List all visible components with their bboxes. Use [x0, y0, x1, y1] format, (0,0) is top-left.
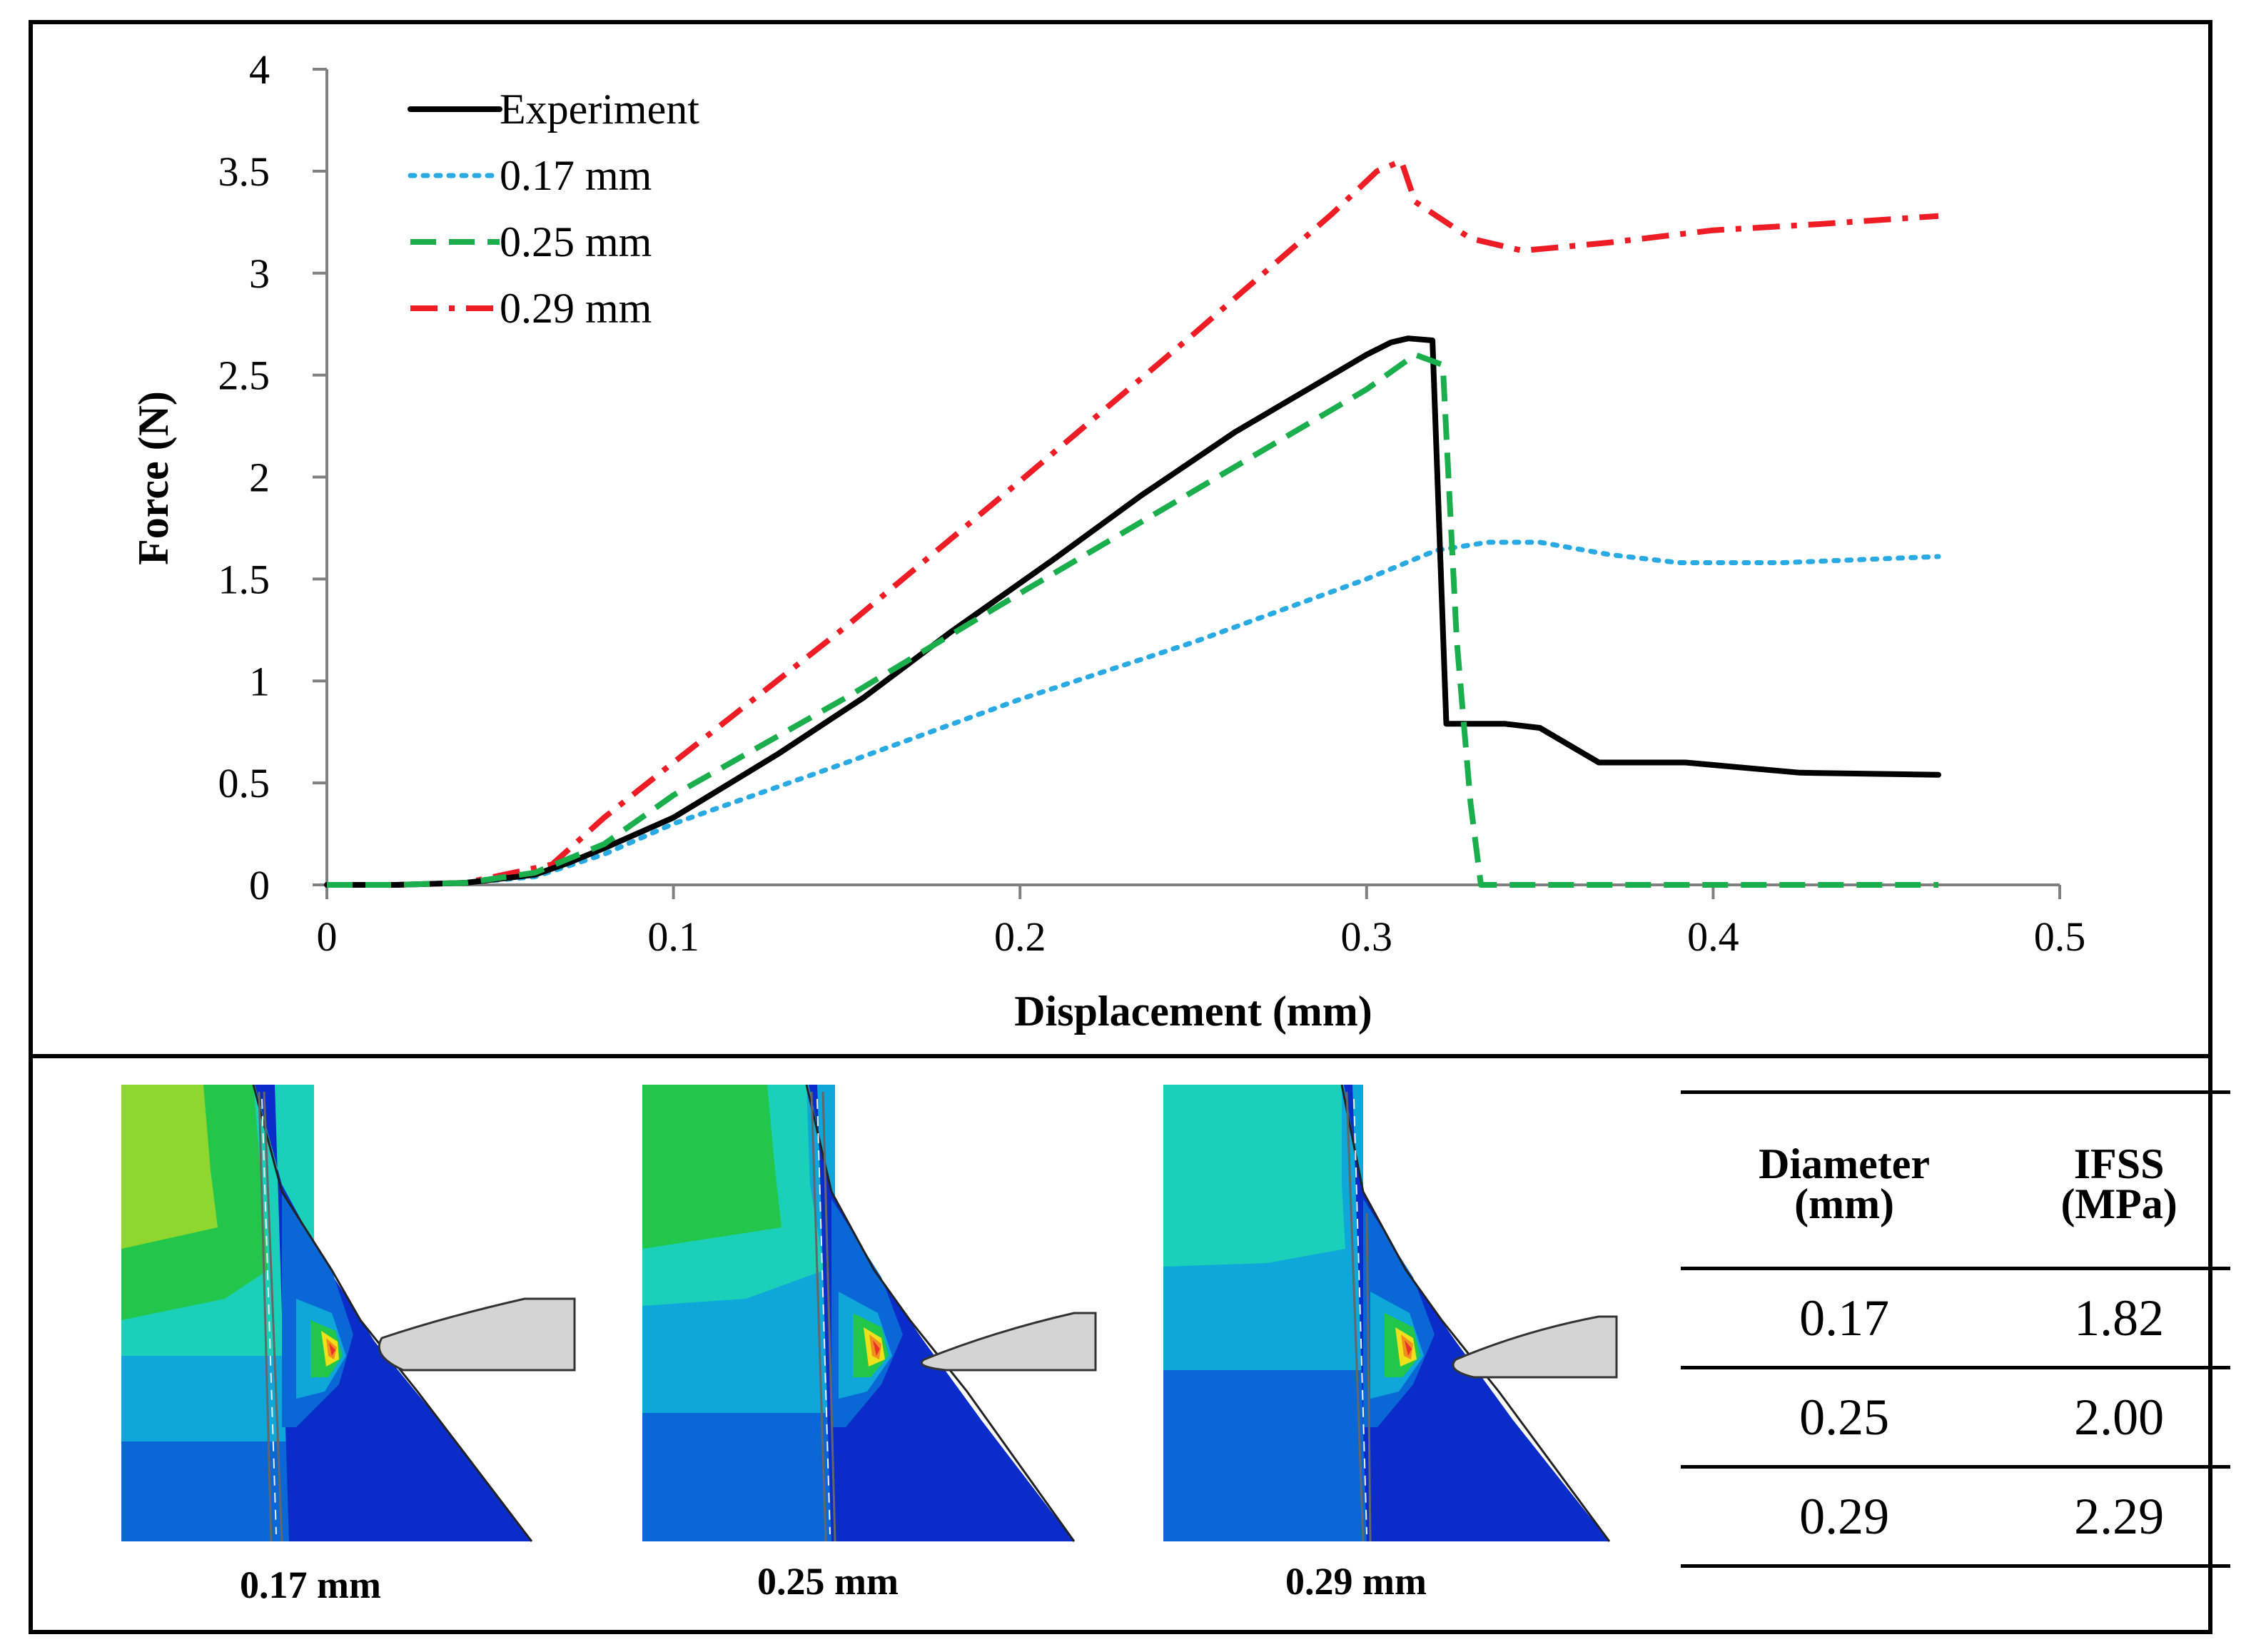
legend-label: 0.25 mm — [500, 218, 652, 265]
fe-contour-0-25mm — [642, 1085, 1097, 1542]
legend-label: 0.29 mm — [500, 285, 652, 332]
x-tick-label: 0.2 — [994, 913, 1046, 960]
cell-diameter: 0.17 — [1681, 1268, 2008, 1369]
fe-contour-0-29mm — [1163, 1085, 1618, 1542]
x-tick-label: 0.1 — [647, 913, 699, 960]
panel-divider — [29, 1054, 2212, 1058]
header-diameter-line2: (mm) — [1794, 1180, 1895, 1227]
y-tick-label: 1 — [249, 658, 270, 704]
header-diameter: Diameter (mm) — [1681, 1090, 2008, 1270]
y-tick-label: 2.5 — [218, 353, 270, 399]
y-tick-label: 2 — [249, 455, 270, 501]
x-tick-label: 0.4 — [1687, 913, 1739, 960]
header-ifss: IFSS (MPa) — [2008, 1090, 2230, 1270]
chart-axes: 0 0.1 0.2 0.3 0.4 0.5 0 0.5 1 1.5 2 2.5 3 3.5 4 — [218, 46, 2086, 960]
legend-label: Experiment — [500, 86, 699, 133]
y-tick-label: 3.5 — [218, 148, 270, 195]
header-ifss-line1: IFSS — [2073, 1140, 2165, 1187]
figure-frame — [29, 20, 2212, 1634]
series-line-experiment — [324, 335, 1941, 888]
cell-ifss: 2.00 — [2008, 1367, 2230, 1469]
table-header-row: Diameter (mm) IFSS (MPa) — [1681, 1090, 2230, 1270]
sim-caption-0-17mm: 0.17 mm — [240, 1564, 381, 1606]
y-tick-label: 1.5 — [218, 556, 270, 602]
fe-contour-0-17mm — [121, 1085, 576, 1542]
y-tick-label: 3 — [249, 250, 270, 297]
x-tick-label: 0.5 — [2034, 913, 2086, 960]
x-tick-label: 0.3 — [1341, 913, 1393, 960]
chart-series-layer — [324, 158, 1941, 888]
x-tick-label: 0 — [317, 913, 338, 960]
y-tick-label: 0 — [249, 862, 270, 908]
y-tick-label: 0.5 — [218, 760, 270, 806]
ifss-table: Diameter (mm) IFSS (MPa) 0.17 1.82 0.25 … — [1681, 1090, 2230, 1568]
x-axis-label: Displacement (mm) — [1014, 988, 1372, 1035]
cell-ifss: 2.29 — [2008, 1466, 2230, 1568]
table-row: 0.17 1.82 — [1681, 1268, 2230, 1369]
series-line-0-29-mm — [327, 158, 1939, 888]
chart-legend: Experiment 0.17 mm 0.25 mm 0.29 mm — [408, 86, 699, 332]
table-row: 0.29 2.29 — [1681, 1466, 2230, 1568]
header-diameter-line1: Diameter — [1759, 1140, 1930, 1187]
series-line-0-17-mm — [324, 539, 1941, 888]
table-row: 0.25 2.00 — [1681, 1367, 2230, 1469]
sim-caption-0-25mm: 0.25 mm — [757, 1560, 899, 1603]
cell-diameter: 0.29 — [1681, 1466, 2008, 1568]
cell-ifss: 1.82 — [2008, 1268, 2230, 1369]
y-axis-label: Force (N) — [130, 391, 177, 565]
sim-caption-0-29mm: 0.29 mm — [1285, 1560, 1427, 1603]
y-tick-label: 4 — [249, 46, 270, 93]
series-line-0-25-mm — [327, 352, 1938, 888]
legend-label: 0.17 mm — [500, 152, 652, 199]
cell-diameter: 0.25 — [1681, 1367, 2008, 1469]
header-ifss-line2: (MPa) — [2060, 1180, 2177, 1227]
force-displacement-chart: 0 0.1 0.2 0.3 0.4 0.5 0 0.5 1 1.5 2 2.5 3 3.5 4 Experi… — [130, 46, 2086, 1035]
